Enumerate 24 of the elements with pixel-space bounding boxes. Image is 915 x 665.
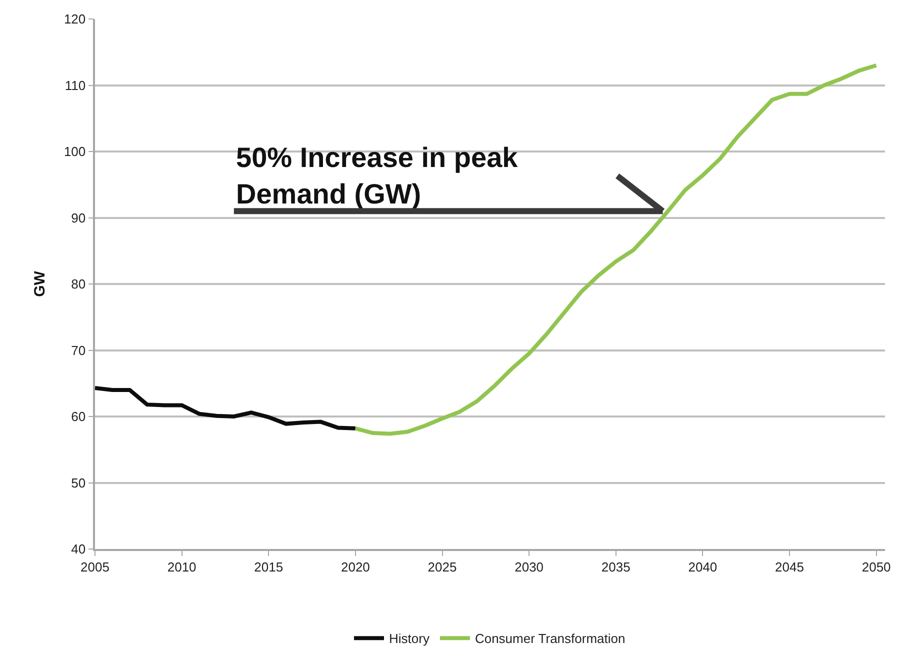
y-axis-title: GW [32,270,49,297]
x-tick-label: 2015 [254,559,284,574]
y-tick-label: 60 [71,409,86,424]
x-tick-label: 2010 [167,559,196,574]
y-tick-label: 100 [64,144,86,160]
annotation: 50% Increase in peak Demand (GW) [236,142,518,210]
x-tick-label: 2045 [775,559,804,574]
x-tick-label: 2030 [514,559,544,574]
x-tick-label: 2040 [688,559,718,574]
y-tick-label: 120 [64,12,86,27]
y-tick-label: 80 [71,276,86,292]
x-tick-label: 2035 [601,559,630,574]
x-tick-label: 2025 [428,559,457,574]
y-tick-label: 70 [71,342,86,358]
y-tick-label: 90 [71,210,86,226]
legend-label: Consumer Transformation [474,631,626,646]
y-tick-label: 40 [71,542,86,557]
y-tick-label: 110 [64,78,86,93]
x-tick-label: 2020 [340,559,370,574]
legend-label: History [389,631,430,646]
x-tick-label: 2050 [862,559,891,574]
line-series [95,386,358,430]
y-tick-label: 50 [71,475,86,490]
x-tick-label: 2005 [80,559,110,574]
